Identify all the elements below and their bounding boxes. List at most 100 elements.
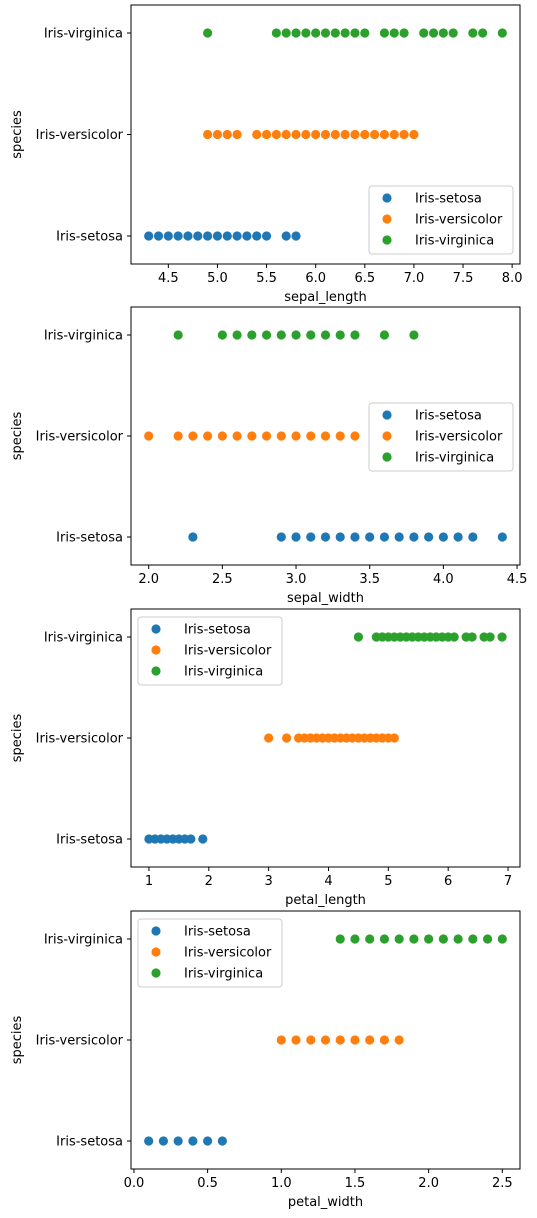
point-Iris-setosa-1 <box>153 231 164 241</box>
y-tick-label: Iris-versicolor <box>36 732 124 747</box>
point-Iris-virginica-19 <box>478 28 488 38</box>
point-Iris-virginica-6 <box>424 934 434 944</box>
y-tick-label: Iris-versicolor <box>36 430 124 445</box>
point-Iris-versicolor-14 <box>350 129 360 140</box>
point-Iris-versicolor-1 <box>212 129 223 140</box>
point-Iris-virginica-5 <box>311 28 321 38</box>
y-axis-label: species <box>10 714 25 763</box>
point-Iris-virginica-5 <box>276 330 286 340</box>
point-Iris-virginica-6 <box>291 330 301 340</box>
y-tick-label: Iris-virginica <box>44 27 123 42</box>
point-Iris-versicolor-0 <box>264 733 274 743</box>
point-Iris-versicolor-15 <box>360 129 370 140</box>
series-Iris-setosa <box>144 1136 227 1146</box>
point-Iris-setosa-2 <box>173 1136 183 1146</box>
x-axis-label: petal_width <box>288 1195 363 1210</box>
point-Iris-virginica-8 <box>340 28 350 38</box>
x-tick-label: 2.0 <box>138 572 159 587</box>
legend: Iris-setosa Iris-versicolor Iris-virginica <box>368 185 514 255</box>
x-tick-label: 1.5 <box>345 1176 366 1191</box>
y-tick-label: Iris-versicolor <box>36 1034 124 1049</box>
x-axis-label: petal_length <box>285 893 366 908</box>
legend-marker-Iris-versicolor <box>151 645 161 655</box>
x-tick-label: 5.5 <box>256 271 277 286</box>
series-Iris-versicolor <box>264 733 399 743</box>
point-Iris-versicolor-1 <box>282 733 292 743</box>
point-Iris-virginica-16 <box>438 28 448 38</box>
point-Iris-versicolor-17 <box>379 129 390 140</box>
point-Iris-versicolor-8 <box>276 431 286 441</box>
legend-marker-Iris-setosa <box>382 193 392 203</box>
x-tick-label: 5.0 <box>207 271 228 286</box>
point-Iris-virginica-0 <box>203 28 213 38</box>
point-Iris-versicolor-4 <box>252 129 262 140</box>
y-tick-label: Iris-setosa <box>56 1135 123 1150</box>
point-Iris-versicolor-3 <box>203 431 213 441</box>
point-Iris-setosa-5 <box>193 231 203 241</box>
point-Iris-virginica-9 <box>350 28 360 38</box>
series-Iris-virginica <box>173 330 419 340</box>
point-Iris-versicolor-10 <box>311 129 321 140</box>
point-Iris-setosa-0 <box>144 1136 154 1146</box>
point-Iris-virginica-4 <box>301 28 311 38</box>
legend-label: Iris-setosa <box>415 192 482 207</box>
x-tick-label: 5 <box>384 874 392 889</box>
y-tick-label: Iris-virginica <box>44 631 123 646</box>
point-Iris-versicolor-13 <box>340 129 350 140</box>
legend-label: Iris-versicolor <box>415 213 503 228</box>
point-Iris-versicolor-12 <box>335 431 345 441</box>
point-Iris-virginica-1 <box>217 330 227 340</box>
point-Iris-versicolor-9 <box>301 129 311 140</box>
point-Iris-versicolor-2 <box>188 431 198 441</box>
x-tick-label: 2.5 <box>492 1176 513 1191</box>
point-Iris-versicolor-3 <box>320 1035 331 1045</box>
legend-marker-Iris-versicolor <box>382 214 392 224</box>
point-Iris-versicolor-8 <box>291 129 301 140</box>
point-Iris-setosa-4 <box>183 231 193 241</box>
legend-box <box>368 185 514 255</box>
point-Iris-virginica-5 <box>409 934 419 944</box>
x-tick-label: 3.0 <box>286 572 307 587</box>
x-tick-label: 8.0 <box>502 271 523 286</box>
y-tick-label: Iris-setosa <box>56 531 123 546</box>
point-Iris-virginica-4 <box>261 330 272 340</box>
legend-label: Iris-setosa <box>415 409 482 424</box>
point-Iris-virginica-7 <box>306 330 316 340</box>
series-Iris-versicolor <box>203 129 419 140</box>
x-tick-label: 1 <box>145 874 153 889</box>
point-Iris-versicolor-1 <box>173 431 183 441</box>
point-Iris-virginica-2 <box>365 934 375 944</box>
point-Iris-versicolor-10 <box>306 431 316 441</box>
series-Iris-virginica <box>203 28 507 38</box>
point-Iris-virginica-3 <box>291 28 301 38</box>
point-Iris-virginica-16 <box>467 632 477 642</box>
point-Iris-setosa-3 <box>306 532 316 542</box>
legend-marker-Iris-virginica <box>151 968 161 978</box>
point-Iris-setosa-11 <box>424 532 434 542</box>
point-Iris-setosa-3 <box>188 1136 198 1146</box>
point-Iris-setosa-14 <box>468 532 478 542</box>
series-Iris-virginica <box>353 632 507 642</box>
point-Iris-versicolor-11 <box>320 129 331 140</box>
y-axis-label: species <box>10 1016 25 1065</box>
point-Iris-virginica-7 <box>330 28 340 38</box>
point-Iris-virginica-0 <box>335 934 345 944</box>
point-Iris-versicolor-5 <box>261 129 272 140</box>
point-Iris-setosa-8 <box>198 834 208 844</box>
point-Iris-versicolor-0 <box>276 1035 286 1045</box>
point-Iris-setosa-10 <box>242 231 252 241</box>
legend-label: Iris-virginica <box>415 451 494 466</box>
x-axis-label: sepal_length <box>284 290 367 305</box>
point-Iris-setosa-13 <box>453 532 463 542</box>
legend-marker-Iris-virginica <box>151 666 161 676</box>
legend: Iris-setosa Iris-versicolor Iris-virginica <box>368 402 514 472</box>
point-Iris-virginica-3 <box>247 330 257 340</box>
point-Iris-setosa-0 <box>188 532 198 542</box>
point-Iris-setosa-2 <box>291 532 301 542</box>
point-Iris-versicolor-7 <box>261 431 272 441</box>
point-Iris-setosa-13 <box>281 231 291 241</box>
point-Iris-virginica-18 <box>485 632 495 642</box>
point-Iris-versicolor-3 <box>232 129 242 140</box>
series-Iris-versicolor <box>144 431 360 441</box>
point-Iris-virginica-8 <box>320 330 331 340</box>
